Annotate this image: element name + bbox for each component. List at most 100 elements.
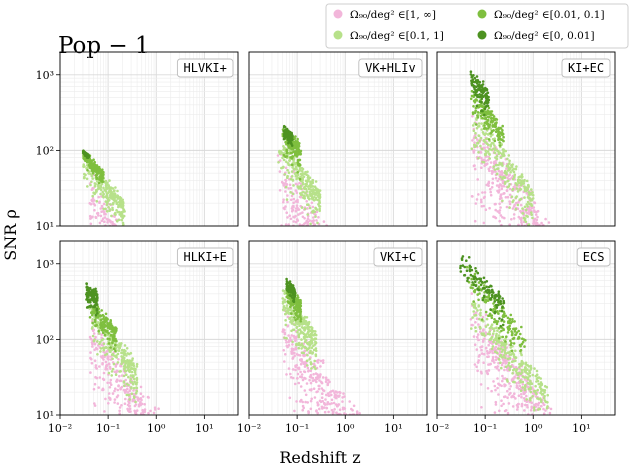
point-1 — [99, 184, 103, 187]
point-1 — [306, 203, 309, 206]
point-1 — [495, 172, 499, 176]
point-1 — [306, 353, 309, 357]
point-1 — [134, 400, 137, 404]
point-0 — [283, 360, 286, 363]
point-0 — [494, 400, 498, 404]
point-0 — [111, 223, 114, 226]
point-1 — [116, 352, 120, 356]
point-3 — [293, 291, 297, 295]
panel-frame — [248, 240, 428, 416]
point-0 — [486, 371, 489, 375]
point-0 — [299, 362, 303, 366]
grid — [248, 240, 428, 416]
point-0 — [295, 364, 299, 367]
point-1 — [291, 192, 295, 196]
point-2 — [492, 125, 496, 128]
point-0 — [297, 381, 301, 385]
point-1 — [526, 215, 529, 218]
point-0 — [333, 391, 336, 395]
point-0 — [515, 408, 519, 411]
point-3 — [475, 104, 479, 108]
point-0 — [542, 407, 545, 411]
point-0 — [139, 403, 142, 407]
point-1 — [127, 375, 130, 379]
point-2 — [91, 169, 94, 173]
point-1 — [288, 148, 291, 152]
point-2 — [289, 151, 292, 155]
point-1 — [512, 199, 515, 202]
point-0 — [477, 193, 480, 196]
point-0 — [496, 179, 500, 183]
point-0 — [547, 221, 551, 224]
point-2 — [476, 293, 480, 296]
point-0 — [491, 355, 495, 359]
legend-marker-2 — [333, 30, 343, 40]
point-0 — [318, 384, 321, 388]
point-1 — [486, 332, 490, 336]
point-1 — [533, 367, 536, 370]
point-0 — [89, 217, 92, 220]
point-1 — [294, 320, 298, 324]
point-1 — [121, 221, 125, 225]
point-0 — [294, 338, 297, 342]
point-1 — [118, 344, 121, 348]
point-1 — [516, 373, 520, 377]
point-3 — [483, 102, 486, 106]
point-1 — [473, 314, 476, 317]
point-3 — [483, 107, 487, 111]
point-3 — [485, 94, 489, 97]
point-0 — [291, 368, 295, 371]
point-1 — [493, 327, 496, 330]
point-0 — [113, 389, 116, 393]
point-0 — [536, 215, 539, 219]
point-0 — [323, 401, 326, 405]
point-0 — [139, 385, 143, 389]
point-1 — [506, 185, 510, 189]
point-2 — [108, 321, 112, 325]
point-2 — [487, 124, 490, 128]
point-0 — [293, 382, 297, 386]
point-0 — [307, 410, 310, 413]
point-0 — [517, 223, 520, 226]
point-2 — [500, 329, 503, 333]
point-0 — [317, 358, 320, 362]
point-1 — [110, 190, 113, 194]
point-1 — [471, 302, 474, 306]
point-0 — [515, 384, 519, 387]
point-3 — [474, 276, 477, 280]
point-1 — [501, 199, 504, 203]
point-2 — [102, 315, 105, 318]
point-0 — [298, 195, 302, 199]
point-2 — [84, 159, 87, 162]
point-0 — [512, 395, 516, 399]
point-2 — [484, 127, 488, 130]
point-1 — [536, 388, 539, 392]
point-0 — [516, 402, 520, 406]
point-2 — [97, 181, 101, 185]
point-2 — [504, 314, 508, 318]
point-0 — [289, 376, 293, 379]
point-0 — [154, 408, 157, 411]
point-3 — [287, 139, 290, 142]
point-0 — [480, 406, 483, 409]
point-1 — [496, 163, 500, 167]
point-0 — [107, 392, 111, 395]
point-0 — [319, 359, 323, 363]
point-0 — [332, 410, 335, 414]
point-0 — [108, 386, 112, 389]
point-0 — [320, 387, 324, 390]
point-1 — [474, 306, 478, 310]
point-0 — [310, 201, 314, 205]
point-0 — [313, 212, 316, 216]
point-0 — [470, 292, 474, 295]
point-2 — [470, 89, 474, 93]
point-1 — [308, 193, 312, 196]
point-0 — [536, 223, 540, 226]
point-2 — [115, 339, 118, 343]
point-2 — [493, 320, 496, 324]
point-2 — [509, 339, 512, 343]
point-0 — [530, 406, 533, 410]
point-0 — [496, 386, 499, 390]
point-2 — [106, 324, 109, 328]
point-1 — [515, 183, 519, 187]
